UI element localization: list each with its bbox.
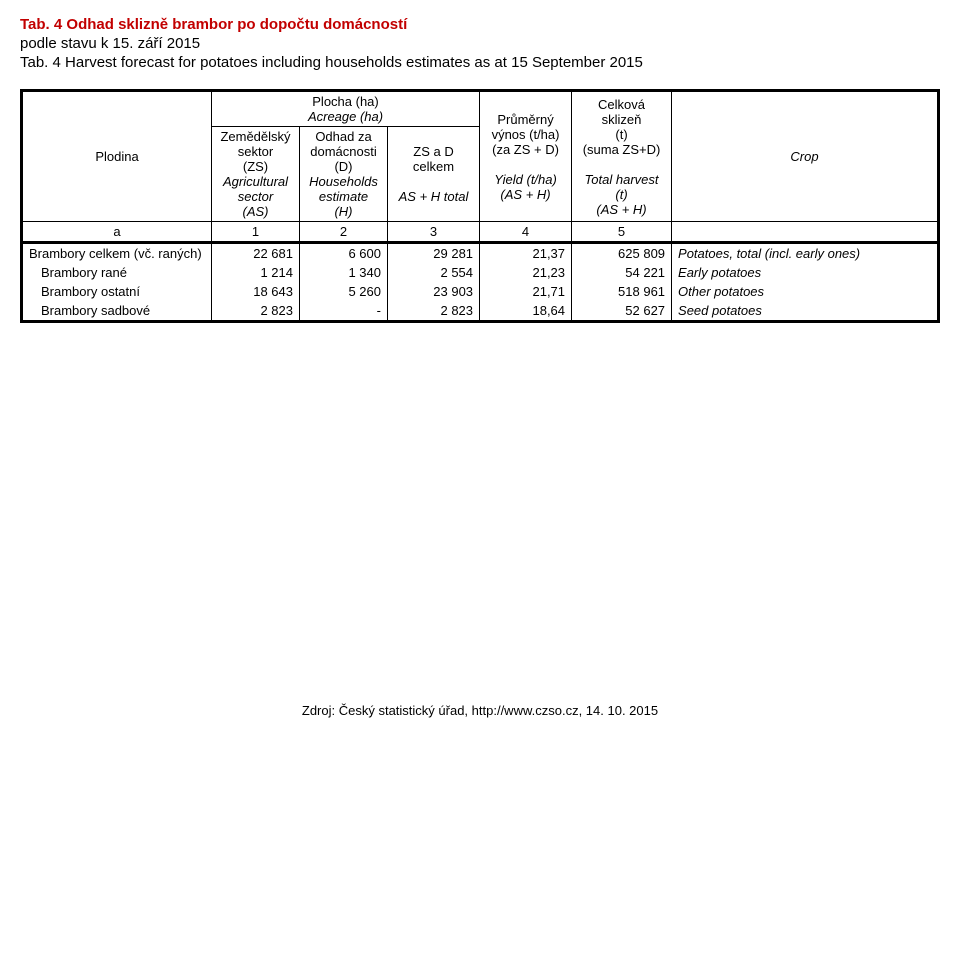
row-desc: Other potatoes: [672, 282, 939, 301]
row-desc: Seed potatoes: [672, 301, 939, 322]
hdr-plodina: Plodina: [22, 91, 212, 222]
cell-c2: 6 600: [300, 243, 388, 264]
cell-c5: 625 809: [572, 243, 672, 264]
table-row: Brambory ostatní18 6435 26023 90321,7151…: [22, 282, 939, 301]
row-label: Brambory sadbové: [22, 301, 212, 322]
table-row: Brambory celkem (vč. raných)22 6816 6002…: [22, 243, 939, 264]
hdr-letter-1: 1: [212, 222, 300, 243]
hdr-crop: Crop: [672, 91, 939, 222]
hdr-col2: Odhad zadomácnosti(D)Householdsestimate(…: [300, 127, 388, 222]
cell-c1: 18 643: [212, 282, 300, 301]
cell-c3: 23 903: [388, 282, 480, 301]
cell-c4: 18,64: [480, 301, 572, 322]
hdr-col1: Zemědělskýsektor(ZS)Agriculturalsector(A…: [212, 127, 300, 222]
hdr-letter-3: 3: [388, 222, 480, 243]
harvest-table: Plodina Plocha (ha) Acreage (ha) Průměrn…: [20, 89, 940, 323]
cell-c5: 54 221: [572, 263, 672, 282]
cell-c2: 1 340: [300, 263, 388, 282]
hdr-plocha: Plocha (ha) Acreage (ha): [212, 91, 480, 127]
row-label: Brambory celkem (vč. raných): [22, 243, 212, 264]
title-en: Tab. 4 Harvest forecast for potatoes inc…: [20, 54, 940, 71]
cell-c5: 52 627: [572, 301, 672, 322]
cell-c1: 1 214: [212, 263, 300, 282]
footer-source: Zdroj: Český statistický úřad, http://ww…: [20, 703, 940, 718]
hdr-letter-2: 2: [300, 222, 388, 243]
hdr-letter-blank: [672, 222, 939, 243]
row-label: Brambory rané: [22, 263, 212, 282]
table-row: Brambory sadbové2 823-2 82318,6452 627Se…: [22, 301, 939, 322]
cell-c3: 29 281: [388, 243, 480, 264]
cell-c5: 518 961: [572, 282, 672, 301]
title-cz-sub: podle stavu k 15. září 2015: [20, 35, 940, 52]
hdr-letter-a: a: [22, 222, 212, 243]
cell-c1: 2 823: [212, 301, 300, 322]
hdr-col5: Celkovásklizeň(t)(suma ZS+D) Total harve…: [572, 91, 672, 222]
hdr-col4: Průměrnývýnos (t/ha)(za ZS + D) Yield (t…: [480, 91, 572, 222]
cell-c4: 21,23: [480, 263, 572, 282]
row-desc: Potatoes, total (incl. early ones): [672, 243, 939, 264]
row-label: Brambory ostatní: [22, 282, 212, 301]
hdr-letter-4: 4: [480, 222, 572, 243]
row-desc: Early potatoes: [672, 263, 939, 282]
cell-c4: 21,37: [480, 243, 572, 264]
title-cz-bold: Tab. 4 Odhad sklizně brambor po dopočtu …: [20, 16, 940, 33]
cell-c2: -: [300, 301, 388, 322]
cell-c3: 2 554: [388, 263, 480, 282]
cell-c3: 2 823: [388, 301, 480, 322]
hdr-letter-5: 5: [572, 222, 672, 243]
cell-c1: 22 681: [212, 243, 300, 264]
cell-c4: 21,71: [480, 282, 572, 301]
table-row: Brambory rané1 2141 3402 55421,2354 221E…: [22, 263, 939, 282]
cell-c2: 5 260: [300, 282, 388, 301]
hdr-col3: ZS a Dcelkem AS + H total: [388, 127, 480, 222]
